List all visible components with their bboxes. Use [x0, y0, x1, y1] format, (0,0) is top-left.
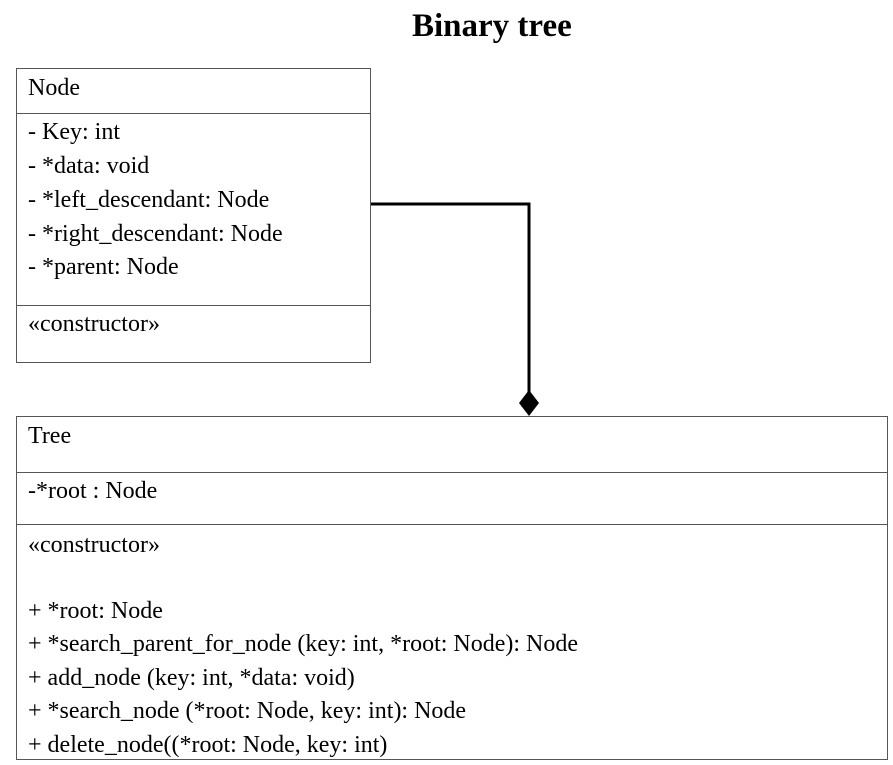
- tree-name-compartment: Tree: [17, 417, 887, 472]
- tree-class-name: Tree: [28, 423, 72, 449]
- node-operations-compartment: «constructor»: [17, 305, 370, 363]
- node-attribute: - *right_descendant: Node: [28, 221, 283, 247]
- tree-operation: + *root: Node: [28, 598, 163, 624]
- tree-operation: «constructor»: [28, 532, 160, 558]
- tree-operation: + delete_node((*root: Node, key: int): [28, 732, 388, 758]
- diagram-title: Binary tree: [412, 8, 572, 44]
- tree-operations-compartment: «constructor» + *root: Node + *search_pa…: [17, 524, 887, 760]
- tree-attributes-compartment: -*root : Node: [17, 472, 887, 524]
- node-attribute: - *parent: Node: [28, 254, 179, 280]
- node-attribute: - Key: int: [28, 119, 120, 145]
- node-name-compartment: Node: [17, 69, 370, 113]
- node-attribute: - *left_descendant: Node: [28, 187, 270, 213]
- tree-operation: + *search_parent_for_node (key: int, *ro…: [28, 631, 579, 657]
- tree-attribute: -*root : Node: [28, 478, 158, 504]
- node-attribute: - *data: void: [28, 153, 150, 179]
- node-class-name: Node: [28, 75, 80, 101]
- node-attributes-compartment: - Key: int - *data: void - *left_descend…: [17, 113, 370, 305]
- node-class-box: Node - Key: int - *data: void - *left_de…: [16, 68, 371, 363]
- tree-operation: + *search_node (*root: Node, key: int): …: [28, 698, 467, 724]
- composition-diamond-icon: [519, 390, 539, 416]
- tree-class-box: Tree -*root : Node «constructor» + *root…: [16, 416, 888, 760]
- node-operation: «constructor»: [28, 311, 160, 337]
- tree-operation: + add_node (key: int, *data: void): [28, 665, 355, 691]
- connector-line: [371, 202, 531, 392]
